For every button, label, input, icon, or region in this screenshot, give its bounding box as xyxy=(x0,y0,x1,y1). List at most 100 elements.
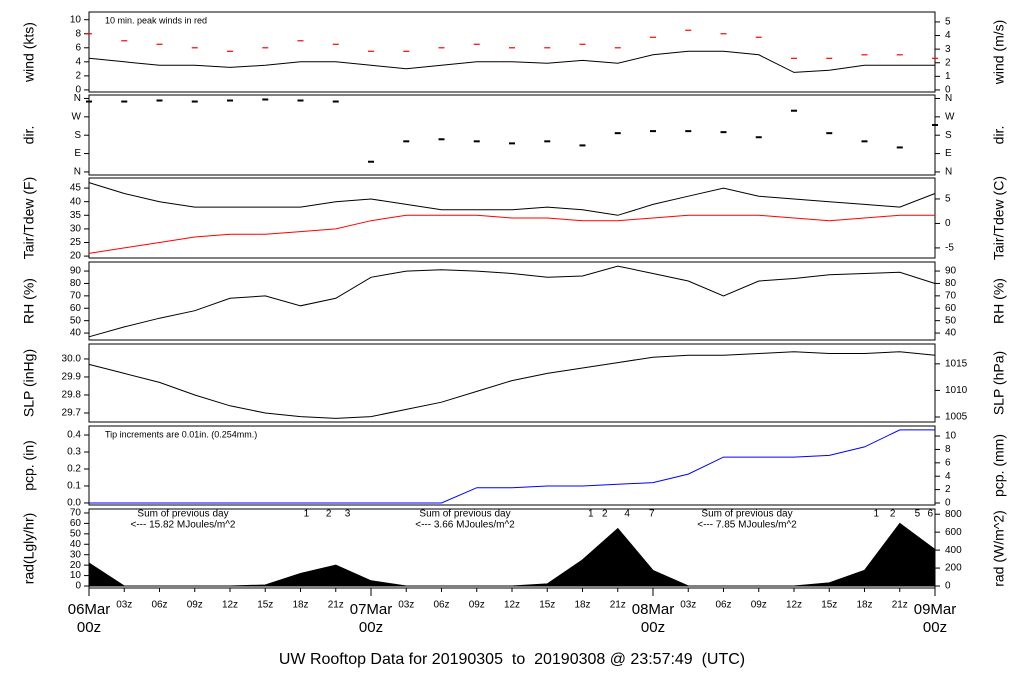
x-tick-label: 21z xyxy=(892,600,908,611)
y2-tick-label: 60 xyxy=(945,303,957,314)
hour-marker: 6 xyxy=(928,509,934,520)
y2-tick-label: 200 xyxy=(945,563,962,574)
panel-frame xyxy=(88,11,936,93)
hour-marker: 1 xyxy=(304,509,310,520)
x-major-label: 07Mar xyxy=(350,601,393,618)
y2-tick-label: 2 xyxy=(945,57,951,68)
y-tick-label: 6 xyxy=(75,42,81,53)
y-tick-label: 70 xyxy=(70,508,82,519)
y2-tick-label: 1005 xyxy=(945,412,968,423)
daily-sum: <--- 15.82 MJoules/m^2 xyxy=(130,520,235,531)
y2-axis-label: SLP (hPa) xyxy=(991,351,1007,415)
dir-point xyxy=(438,138,445,141)
y2-tick-label: 600 xyxy=(945,527,962,538)
x-tick-label: 12z xyxy=(504,600,520,611)
y-tick-label: 50 xyxy=(70,315,82,326)
x-tick-label: 18z xyxy=(856,600,872,611)
y2-tick-label: 80 xyxy=(945,278,957,289)
y2-tick-label: 40 xyxy=(945,328,957,339)
dir-point xyxy=(932,124,938,126)
y2-axis-label: pcp. (mm) xyxy=(991,434,1007,497)
y-tick-label: 80 xyxy=(70,278,82,289)
x-tick-label: 06z xyxy=(433,600,449,611)
y-tick-label: 0.2 xyxy=(67,464,81,475)
x-tick-label: 21z xyxy=(328,600,344,611)
y2-tick-label: N xyxy=(945,93,952,104)
daily-sum: Sum of previous day xyxy=(419,509,510,520)
y2-tick-label: 90 xyxy=(945,266,957,277)
y2-tick-label: E xyxy=(945,148,952,159)
y-tick-label: 30.0 xyxy=(62,354,82,365)
y-tick-label: N xyxy=(74,93,81,104)
y2-tick-label: 1010 xyxy=(945,385,968,396)
footer-title: UW Rooftop Data for 20190305 to 20190308… xyxy=(279,651,745,668)
y-tick-label: 40 xyxy=(70,328,82,339)
y2-axis-label: wind (m/s) xyxy=(991,20,1007,86)
x-tick-label: 06z xyxy=(715,600,731,611)
y-axis-label: SLP (inHg) xyxy=(21,349,37,417)
y-tick-label: E xyxy=(74,148,81,159)
y2-tick-label: S xyxy=(945,130,952,141)
y2-tick-label: 10 xyxy=(945,431,957,442)
dir-point xyxy=(227,99,233,102)
x-tick-label: 03z xyxy=(398,600,414,611)
daily-sum: <--- 3.66 MJoules/m^2 xyxy=(415,520,515,531)
y-axis-label: RH (%) xyxy=(21,278,37,324)
hour-marker: 2 xyxy=(602,509,608,520)
y-tick-label: 30 xyxy=(70,224,82,235)
x-tick-label: 12z xyxy=(222,600,238,611)
dir-point xyxy=(614,132,621,135)
dir-point xyxy=(861,140,868,143)
dir-point xyxy=(544,140,551,143)
dir-point xyxy=(685,130,692,133)
dir-point xyxy=(826,132,833,135)
y-tick-label: 0.4 xyxy=(67,430,81,441)
dir-point xyxy=(650,130,656,133)
y2-tick-label: N xyxy=(945,167,952,178)
y-tick-label: 29.8 xyxy=(62,390,82,401)
y-tick-label: N xyxy=(74,167,81,178)
hour-marker: 1 xyxy=(588,509,594,520)
panel-frame xyxy=(88,177,936,259)
y2-tick-label: 2 xyxy=(945,484,951,495)
y2-tick-label: 400 xyxy=(945,545,962,556)
y-axis-label: pcp. (in) xyxy=(21,440,37,491)
y2-axis-label: dir. xyxy=(991,126,1007,145)
panel-frame xyxy=(88,261,936,341)
y2-tick-label: 5 xyxy=(945,17,951,28)
dir-point xyxy=(791,109,797,112)
dir-point xyxy=(368,160,374,163)
hour-marker: 1 xyxy=(873,509,879,520)
hour-marker: 2 xyxy=(326,509,332,520)
y2-tick-label: 4 xyxy=(945,471,951,482)
dir-point xyxy=(403,140,410,143)
y-tick-label: 90 xyxy=(70,266,82,277)
y-tick-label: 10 xyxy=(70,570,82,581)
x-tick-label: 12z xyxy=(786,600,802,611)
series-line xyxy=(88,214,935,254)
x-tick-label: 03z xyxy=(680,600,696,611)
y2-tick-label: 4 xyxy=(945,30,951,41)
dir-point xyxy=(156,99,163,102)
dir-point xyxy=(332,100,339,103)
y2-tick-label: -5 xyxy=(945,243,954,254)
y2-tick-label: 6 xyxy=(945,457,951,468)
hour-marker: 4 xyxy=(624,509,630,520)
y-tick-label: 0 xyxy=(75,85,81,96)
daily-sum: Sum of previous day xyxy=(701,509,792,520)
hour-marker: 2 xyxy=(890,509,896,520)
daily-sum: Sum of previous day xyxy=(137,509,228,520)
y2-axis-label: rad (W/m^2) xyxy=(991,510,1007,587)
y-tick-label: 29.7 xyxy=(62,408,82,419)
y-axis-label: rad(Lgly/hr) xyxy=(21,513,37,585)
y-tick-label: 60 xyxy=(70,303,82,314)
y2-tick-label: 5 xyxy=(945,194,951,205)
x-tick-label: 09z xyxy=(469,600,485,611)
y-tick-label: 20 xyxy=(70,560,82,571)
y-axis-label: dir. xyxy=(21,126,37,145)
y-axis-label: Tair/Tdew (F) xyxy=(21,177,37,259)
y2-tick-label: 50 xyxy=(945,315,957,326)
y-tick-label: 20 xyxy=(70,251,82,262)
